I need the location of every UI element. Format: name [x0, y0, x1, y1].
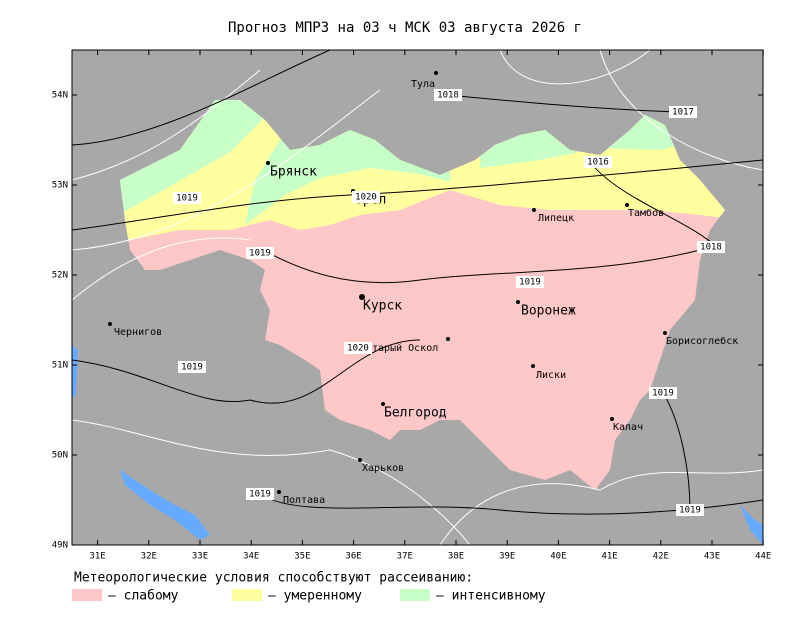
city-dot	[266, 161, 270, 165]
isobar-label: 1019	[249, 249, 271, 259]
lon-label: 36E	[345, 552, 361, 562]
city-label: Тамбов	[628, 207, 664, 219]
isobar-label: 1019	[181, 363, 203, 373]
map-frame	[71, 49, 764, 546]
city-dot	[610, 417, 614, 421]
city-label: Лиски	[536, 370, 566, 381]
city-label: Полтава	[283, 495, 325, 506]
lat-label: 51N	[52, 361, 68, 371]
isobar-label: 1019	[519, 278, 541, 288]
isobar-label: 1020	[355, 193, 377, 203]
isobar-label-bg	[246, 247, 274, 259]
isobar-label-bg	[246, 488, 274, 500]
city-dot	[277, 490, 281, 494]
isobar-label-bg	[669, 106, 697, 118]
lat-label: 53N	[52, 181, 68, 191]
lon-label: 44E	[755, 552, 771, 562]
lon-label: 40E	[550, 552, 566, 562]
lon-label: 38E	[448, 552, 464, 562]
legend-swatch	[72, 589, 102, 601]
city-dot	[381, 402, 385, 406]
city-dot	[532, 208, 536, 212]
isobar-label: 1018	[437, 91, 459, 101]
lon-label: 31E	[89, 552, 105, 562]
isobar-label-bg	[173, 192, 201, 204]
lon-label: 43E	[704, 552, 720, 562]
isobar-label-bg	[434, 89, 462, 101]
city-dot	[446, 337, 450, 341]
lon-label: 35E	[294, 552, 310, 562]
isobar-label: 1020	[347, 344, 369, 354]
city-label: Курск	[363, 299, 402, 314]
lon-label: 42E	[653, 552, 669, 562]
city-dot	[359, 294, 365, 300]
lon-label: 41E	[601, 552, 617, 562]
isobar-label-bg	[516, 276, 544, 288]
city-label: Чернигов	[114, 327, 162, 338]
isobar-label: 1018	[700, 243, 722, 253]
city-label: Белгород	[384, 406, 447, 421]
lon-label: 32E	[141, 552, 157, 562]
isobar-label-bg	[676, 504, 704, 516]
city-label: Липецк	[538, 213, 574, 224]
city-label: Воронеж	[521, 304, 576, 319]
isobar-label: 1019	[679, 506, 701, 516]
legend-label: – умеренному	[268, 589, 362, 604]
isobar-label: 1019	[652, 389, 674, 399]
rivers	[72, 50, 763, 545]
lon-label: 34E	[243, 552, 259, 562]
isobar-label-bg	[344, 342, 372, 354]
map-title: Прогноз МПРЗ на 03 ч МСК 03 августа 2026…	[228, 20, 582, 36]
isobar-label: 1019	[249, 490, 271, 500]
map-area	[72, 50, 763, 545]
lon-label: 39E	[499, 552, 515, 562]
isobar-label-bg	[584, 156, 612, 168]
legend-label: – интенсивному	[436, 589, 546, 604]
city-label: Старый Оскол	[366, 342, 438, 354]
legend-swatch	[400, 589, 430, 601]
isobar-label: 1017	[672, 108, 694, 118]
isobar-label-bg	[178, 361, 206, 373]
city-label: Тула	[411, 79, 435, 90]
lon-label: 37E	[397, 552, 413, 562]
city-label: Брянск	[270, 165, 317, 180]
isobar-label: 1016	[587, 158, 609, 168]
lat-label: 50N	[52, 451, 68, 461]
isobar-label-bg	[697, 241, 725, 253]
lat-label: 49N	[52, 541, 68, 551]
lat-label: 54N	[52, 91, 68, 101]
lat-label: 52N	[52, 271, 68, 281]
city-dot	[625, 203, 629, 207]
legend-title: Метеорологические условия способствуют р…	[74, 571, 473, 586]
isobars	[72, 50, 763, 515]
city-dot	[663, 331, 667, 335]
city-label: Калач	[613, 422, 643, 433]
lon-label: 33E	[192, 552, 208, 562]
city-dot	[516, 300, 520, 304]
city-label: Харьков	[362, 463, 404, 474]
city-dot	[531, 364, 535, 368]
city-dot	[434, 71, 438, 75]
legend-label: – слабому	[108, 589, 179, 604]
city-label: Борисоглебск	[666, 335, 738, 347]
isobar-label-bg	[649, 387, 677, 399]
isobar-label: 1019	[176, 194, 198, 204]
city-dot	[358, 458, 362, 462]
legend: Метеорологические условия способствуют р…	[74, 571, 473, 586]
city-dot	[108, 322, 112, 326]
isobar-label-bg	[352, 191, 380, 203]
legend-swatch	[232, 589, 262, 601]
